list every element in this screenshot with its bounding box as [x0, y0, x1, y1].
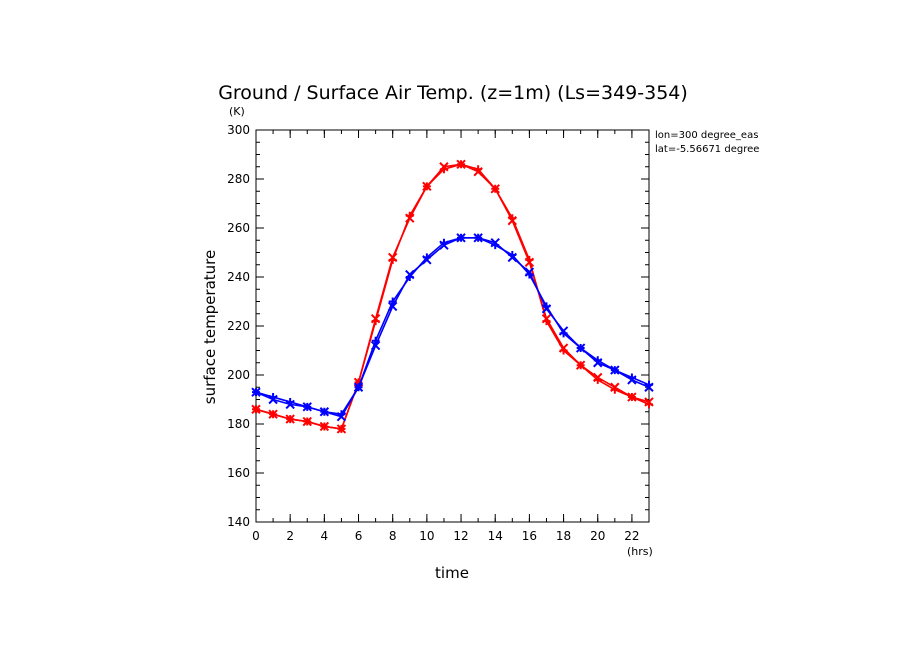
data-point: [507, 252, 518, 263]
y-tick-label: 180: [227, 417, 250, 431]
y-tick-label: 300: [227, 123, 250, 137]
data-point: [593, 358, 603, 368]
x-tick-label: 10: [419, 529, 434, 543]
series-line: [255, 237, 650, 416]
data-point: [610, 382, 620, 392]
data-point: [387, 252, 398, 263]
series-layer: [251, 159, 654, 434]
data-point: [575, 360, 586, 370]
annotation-lon: lon=300 degree_eas: [655, 130, 758, 141]
data-point: [268, 409, 278, 419]
data-point: [473, 233, 483, 243]
data-point: [370, 313, 381, 324]
series-0: [252, 160, 653, 433]
x-tick-label: 12: [453, 529, 468, 543]
chart-title: Ground / Surface Air Temp. (z=1m) (Ls=34…: [218, 82, 688, 104]
data-point: [251, 387, 261, 397]
y-tick-label: 220: [227, 319, 250, 333]
y-tick-label: 260: [227, 221, 250, 235]
y-tick-label: 140: [227, 515, 250, 529]
data-point: [558, 343, 569, 353]
data-point: [524, 257, 535, 268]
data-point: [319, 407, 330, 417]
data-point: [439, 162, 449, 172]
data-point: [439, 240, 449, 250]
series-1: [251, 159, 654, 434]
data-point: [422, 255, 432, 265]
data-point: [541, 304, 552, 314]
data-point: [644, 382, 654, 392]
y-axis-label: surface temperature: [201, 250, 219, 405]
x-unit: (hrs): [627, 545, 653, 558]
data-point: [575, 343, 586, 353]
x-axis-label: time: [435, 564, 469, 582]
data-point: [370, 340, 381, 351]
data-point: [319, 421, 330, 432]
data-point: [405, 213, 415, 223]
x-tick-label: 8: [389, 529, 397, 543]
plot-area-frame: [255, 129, 650, 523]
data-point: [524, 267, 535, 277]
data-point: [302, 402, 312, 412]
data-point: [627, 392, 637, 402]
series-3: [251, 233, 654, 422]
series-line: [255, 163, 650, 430]
x-tick-label: 2: [286, 529, 294, 543]
y-tick-label: 160: [227, 466, 250, 480]
x-tick-label: 18: [556, 529, 571, 543]
y-unit: (K): [229, 105, 245, 118]
data-point: [336, 424, 347, 434]
y-tick-label: 280: [227, 172, 250, 186]
x-tick-label: 22: [624, 529, 639, 543]
data-point: [456, 159, 466, 170]
data-point: [285, 414, 295, 424]
data-point: [610, 365, 620, 375]
data-point: [456, 233, 466, 243]
data-point: [593, 372, 603, 383]
x-tick-label: 0: [252, 529, 260, 543]
data-point: [558, 326, 569, 336]
series-line: [255, 163, 650, 430]
y-tick-label: 200: [227, 368, 250, 382]
data-point: [473, 166, 483, 177]
data-point: [405, 269, 415, 280]
data-point: [353, 382, 364, 392]
x-tick-label: 14: [488, 529, 503, 543]
data-point: [541, 313, 552, 324]
data-point: [387, 301, 398, 312]
series-line: [255, 237, 650, 418]
data-point: [422, 181, 432, 192]
annotation-lat: lat=-5.56671 degree: [655, 144, 759, 155]
data-point: [285, 399, 295, 410]
x-tick-label: 6: [355, 529, 363, 543]
series-2: [252, 233, 653, 419]
x-tick-label: 16: [522, 529, 537, 543]
data-point: [507, 215, 518, 226]
data-point: [627, 375, 637, 385]
data-point: [490, 184, 500, 194]
data-point: [251, 404, 261, 415]
data-point: [336, 411, 347, 422]
x-tick-label: 20: [590, 529, 605, 543]
data-point: [644, 397, 654, 407]
x-tick-label: 4: [321, 529, 329, 543]
data-point: [302, 416, 312, 427]
y-tick-label: 240: [227, 270, 250, 284]
data-point: [268, 394, 278, 405]
axes: 0 2 4 6 8 10 12 14 16 18 20 22 140 160 180 200 220 240 260…: [227, 123, 650, 543]
data-point: [490, 237, 500, 248]
